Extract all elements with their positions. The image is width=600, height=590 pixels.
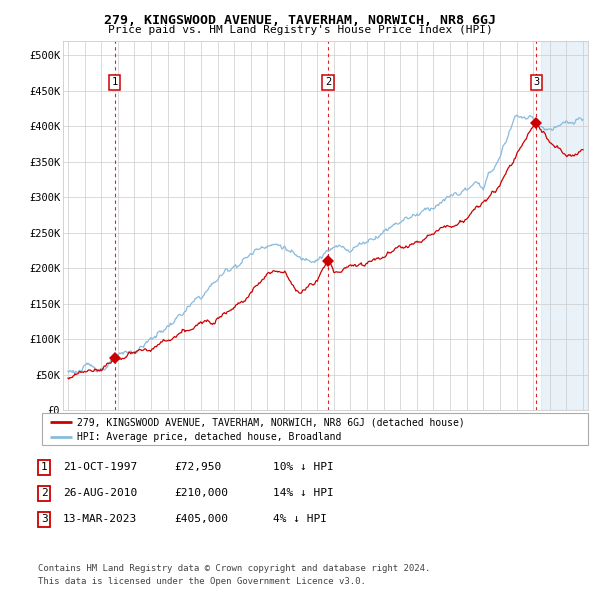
Text: £210,000: £210,000 [174,489,228,498]
Text: 1: 1 [112,77,118,87]
Text: 2: 2 [325,77,331,87]
Text: This data is licensed under the Open Government Licence v3.0.: This data is licensed under the Open Gov… [38,577,365,586]
Text: 13-MAR-2023: 13-MAR-2023 [63,514,137,524]
Text: 21-OCT-1997: 21-OCT-1997 [63,463,137,472]
Bar [541,41,588,410]
Text: 279, KINGSWOOD AVENUE, TAVERHAM, NORWICH, NR8 6GJ (detached house): 279, KINGSWOOD AVENUE, TAVERHAM, NORWICH… [77,417,465,427]
Text: 4% ↓ HPI: 4% ↓ HPI [273,514,327,524]
Text: 3: 3 [533,77,539,87]
FancyBboxPatch shape [38,512,50,527]
Text: HPI: Average price, detached house, Broadland: HPI: Average price, detached house, Broa… [77,432,342,442]
FancyBboxPatch shape [38,460,50,475]
Text: 1: 1 [41,463,48,472]
Text: 26-AUG-2010: 26-AUG-2010 [63,489,137,498]
FancyBboxPatch shape [38,486,50,501]
FancyBboxPatch shape [42,413,588,445]
Text: Contains HM Land Registry data © Crown copyright and database right 2024.: Contains HM Land Registry data © Crown c… [38,564,430,573]
Text: 3: 3 [41,514,48,524]
Text: 10% ↓ HPI: 10% ↓ HPI [273,463,334,472]
Text: 279, KINGSWOOD AVENUE, TAVERHAM, NORWICH, NR8 6GJ: 279, KINGSWOOD AVENUE, TAVERHAM, NORWICH… [104,14,496,27]
Text: Price paid vs. HM Land Registry's House Price Index (HPI): Price paid vs. HM Land Registry's House … [107,25,493,35]
Text: £72,950: £72,950 [174,463,221,472]
Text: 2: 2 [41,489,48,498]
Text: £405,000: £405,000 [174,514,228,524]
Text: 14% ↓ HPI: 14% ↓ HPI [273,489,334,498]
